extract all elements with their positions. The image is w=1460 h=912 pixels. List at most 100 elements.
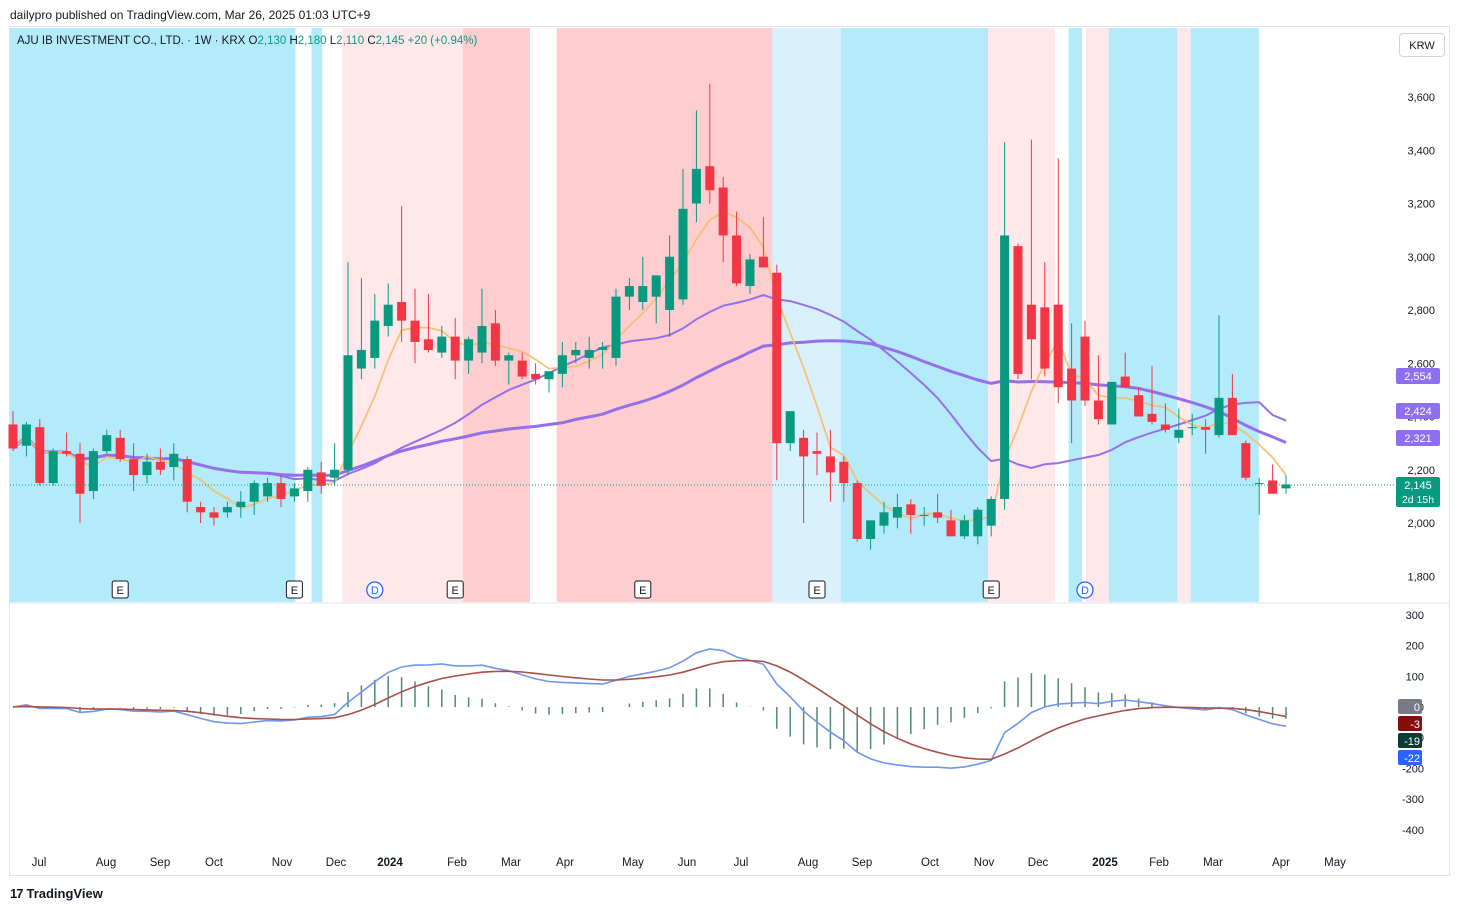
candle (1174, 408, 1184, 444)
time-tick: Jul (32, 857, 47, 869)
candle (973, 507, 983, 545)
macd-tick: -200 (1402, 763, 1424, 775)
macd-tick: 100 (1406, 671, 1424, 683)
candle-body (1134, 395, 1144, 417)
candle-body (48, 451, 58, 484)
candle (397, 206, 407, 342)
time-tick: Mar (1203, 857, 1223, 869)
candle (129, 443, 139, 492)
candle-body (383, 304, 393, 326)
candle (745, 254, 755, 295)
candle-body (410, 320, 420, 342)
candle (1201, 419, 1211, 454)
candle (1120, 352, 1130, 388)
bg-band-6 (840, 28, 989, 602)
candle-body (758, 256, 768, 268)
candle (1013, 243, 1023, 380)
candle-body (705, 166, 715, 191)
candle (986, 496, 996, 537)
candle-body (544, 371, 554, 380)
legend-open: 2,130 (257, 35, 287, 47)
candle (879, 501, 889, 534)
background-bands (10, 28, 1259, 602)
earnings-marker: E (285, 580, 303, 599)
candle-body (785, 411, 795, 444)
candle-body (397, 302, 407, 321)
earnings-marker: E (808, 580, 826, 599)
candle (624, 278, 634, 310)
time-tick: Oct (921, 857, 940, 869)
earnings-marker: E (111, 580, 129, 599)
time-tick: Oct (205, 857, 224, 869)
time-tick: Sep (150, 857, 170, 869)
candle (1160, 403, 1170, 433)
candle-body (88, 451, 98, 492)
candle-body (75, 453, 85, 494)
candle-body (638, 286, 648, 303)
candle-body (1241, 443, 1251, 478)
bg-band-8 (1068, 28, 1082, 602)
candle-body (879, 512, 889, 526)
price-tick: 3,200 (1407, 199, 1435, 211)
currency-button[interactable]: KRW (1399, 33, 1445, 57)
candle (464, 336, 474, 374)
candle (933, 493, 943, 523)
bg-band-9 (1086, 28, 1109, 602)
candle-body (263, 483, 273, 497)
marker-label: E (639, 585, 646, 597)
legend-close: 2,145 (375, 35, 405, 47)
tradingview-brand[interactable]: 17 TradingView (10, 886, 103, 901)
candle (1107, 381, 1117, 425)
bg-band-0 (10, 28, 296, 602)
time-tick: Aug (798, 857, 818, 869)
candle-body (464, 339, 474, 361)
candle-body (1147, 413, 1157, 422)
candle (598, 341, 608, 369)
candle-body (718, 187, 728, 236)
time-tick: Apr (1272, 857, 1290, 869)
candle-body (142, 461, 152, 476)
candle (718, 176, 728, 263)
candle-body (973, 509, 983, 537)
price-tick: 2,600 (1407, 358, 1435, 370)
legend-symbol: AJU IB INVESTMENT CO., LTD. · 1W · KRX (17, 35, 246, 47)
macd-lines (12, 648, 1287, 770)
candle (370, 294, 380, 369)
marker-label: E (988, 585, 995, 597)
candle-body (571, 349, 581, 356)
candle (330, 443, 340, 486)
macd-tick: -400 (1402, 825, 1424, 837)
candle-body (624, 286, 634, 297)
publish-header: dailypro published on TradingView.com, M… (10, 8, 371, 22)
candle-body (1000, 235, 1010, 500)
candle-body (745, 259, 755, 287)
candle (678, 168, 688, 305)
legend-low: 2,110 (336, 35, 365, 47)
candle (450, 317, 460, 380)
macd-labels: 0 -3 -19 -22 (1398, 699, 1422, 765)
candle (866, 520, 876, 550)
candle (75, 443, 85, 523)
candle-body (236, 501, 246, 508)
candle-body (370, 320, 380, 358)
time-tick: Feb (447, 857, 467, 869)
candle (919, 507, 929, 526)
candle (142, 453, 152, 484)
time-tick: Sep (852, 857, 872, 869)
candle (785, 411, 795, 452)
candle-body (356, 349, 366, 369)
candle-body (343, 355, 353, 470)
candle (892, 493, 902, 529)
price-label: 2,145 2d 15h (1396, 477, 1440, 507)
candle-body (1268, 480, 1278, 494)
candle-body (1107, 381, 1117, 425)
candle (1080, 320, 1090, 406)
price-tick: 1,800 (1407, 571, 1435, 583)
candle-body (598, 347, 608, 350)
candle (517, 352, 527, 380)
candle-body (1254, 483, 1264, 485)
candle-body (772, 272, 782, 444)
time-tick: Jun (678, 857, 697, 869)
marker-label: E (813, 585, 820, 597)
